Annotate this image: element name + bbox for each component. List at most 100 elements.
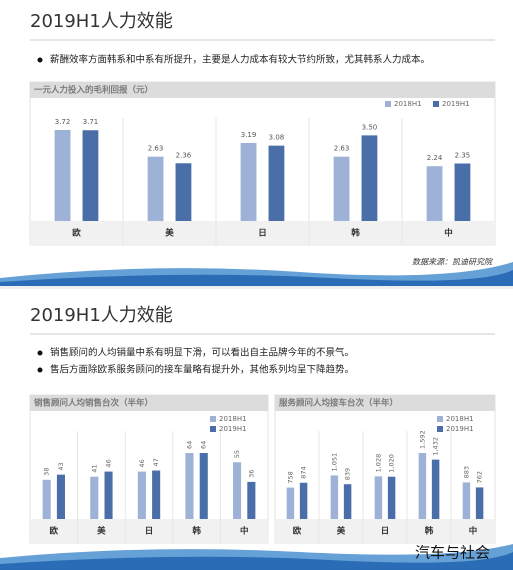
value-label: 46 — [105, 459, 113, 467]
bar — [247, 481, 256, 519]
category-band — [30, 221, 495, 245]
x-tick-label: 中 — [444, 228, 453, 239]
value-label: 64 — [185, 441, 193, 449]
slide-title: 2019H1人力效能 — [30, 11, 173, 32]
value-label: 2.63 — [148, 145, 164, 153]
bar — [147, 156, 164, 221]
bar — [54, 130, 71, 221]
chart-title: 服务顾问人均接车台次（半年） — [279, 398, 398, 409]
x-tick-label: 韩 — [351, 228, 360, 239]
value-label: 38 — [43, 468, 51, 476]
x-tick-label: 欧 — [72, 228, 81, 239]
bar — [418, 453, 427, 519]
legend-swatch — [385, 101, 391, 107]
x-tick-label: 韩 — [192, 526, 201, 537]
bar — [374, 476, 383, 519]
bar — [199, 453, 208, 519]
bar — [240, 142, 257, 221]
bar — [387, 476, 396, 519]
chart-header — [30, 82, 495, 98]
legend-label: 2019H1 — [442, 100, 470, 108]
legend-label: 2018H1 — [394, 100, 422, 108]
chart-panel — [29, 81, 496, 246]
category-band — [30, 519, 268, 543]
bullet-text: 售后方面除欧系服务顾问的接车量略有提升外，其他系列均呈下降趋势。 — [50, 364, 354, 376]
value-label: 2.24 — [427, 154, 443, 162]
slide-title: 2019H1人力效能 — [30, 305, 173, 326]
value-label: 2.63 — [334, 145, 350, 153]
bar — [330, 475, 339, 519]
value-label: 2.36 — [176, 151, 192, 159]
value-label: 1,432 — [432, 437, 440, 456]
x-tick-label: 日 — [258, 229, 267, 239]
value-label: 758 — [286, 471, 294, 483]
legend-label: 2019H1 — [219, 425, 247, 433]
value-label: 1,592 — [418, 430, 426, 449]
value-label: 55 — [233, 450, 241, 458]
value-label: 43 — [57, 462, 65, 470]
x-tick-label: 欧 — [50, 526, 59, 537]
x-tick-label: 中 — [240, 526, 249, 537]
bar — [343, 484, 352, 519]
x-tick-label: 欧 — [293, 526, 302, 537]
bar — [90, 476, 99, 519]
value-label: 41 — [90, 464, 98, 472]
value-label: 3.72 — [55, 118, 71, 126]
value-label: 839 — [344, 468, 352, 480]
bar — [233, 462, 242, 519]
bar — [268, 145, 285, 221]
value-label: 47 — [152, 458, 160, 466]
bullet-text: 销售顾问的人均销量中系有明显下滑，可以看出自主品牌今年的不景气。 — [50, 347, 354, 359]
value-label: 3.50 — [362, 123, 378, 131]
value-label: 3.08 — [269, 134, 285, 142]
bar — [82, 130, 99, 221]
wave — [0, 552, 513, 570]
bar — [56, 474, 65, 519]
x-tick-label: 韩 — [425, 526, 434, 537]
bar — [286, 487, 295, 519]
chart-header — [30, 395, 268, 411]
value-label: 883 — [462, 466, 470, 478]
value-label: 1,051 — [330, 453, 338, 472]
legend-swatch — [437, 416, 443, 422]
x-tick-label: 美 — [97, 526, 106, 537]
chart-title: 一元人力投入的毛利回报（元） — [34, 85, 153, 96]
value-label: 46 — [138, 459, 146, 467]
legend-label: 2019H1 — [446, 425, 474, 433]
watermark: 汽车与社会 — [415, 544, 490, 562]
bar — [431, 459, 440, 519]
bullet-dot — [37, 350, 43, 356]
x-tick-label: 中 — [469, 526, 478, 537]
chart-header — [275, 395, 495, 411]
divider — [0, 286, 513, 289]
bullet-text: 薪酬效率方面韩系和中系有所提升，主要是人力成本有较大节约所致，尤其韩系人力成本。 — [50, 54, 430, 66]
legend-swatch — [210, 416, 216, 422]
value-label: 3.19 — [241, 131, 257, 139]
legend-label: 2018H1 — [446, 415, 474, 423]
legend-label: 2018H1 — [219, 415, 247, 423]
bullet-dot — [37, 57, 43, 63]
x-tick-label: 美 — [337, 526, 346, 537]
bar — [333, 156, 350, 221]
legend-swatch — [437, 426, 443, 432]
x-tick-label: 日 — [145, 527, 154, 537]
bar — [299, 482, 308, 519]
bar — [152, 470, 161, 519]
wave — [0, 270, 513, 286]
bar — [454, 163, 471, 221]
bar — [137, 471, 146, 519]
category-band — [275, 519, 495, 543]
value-label: 762 — [476, 471, 484, 483]
bar — [462, 482, 471, 519]
value-label: 1,028 — [374, 454, 382, 473]
bullet-dot — [37, 367, 43, 373]
value-label: 2.35 — [455, 152, 471, 160]
value-label: 874 — [300, 466, 308, 478]
bar — [185, 453, 194, 519]
value-label: 36 — [247, 470, 255, 478]
bar — [42, 479, 51, 519]
bar — [104, 471, 113, 519]
x-tick-label: 日 — [381, 527, 390, 537]
bar — [475, 487, 484, 519]
